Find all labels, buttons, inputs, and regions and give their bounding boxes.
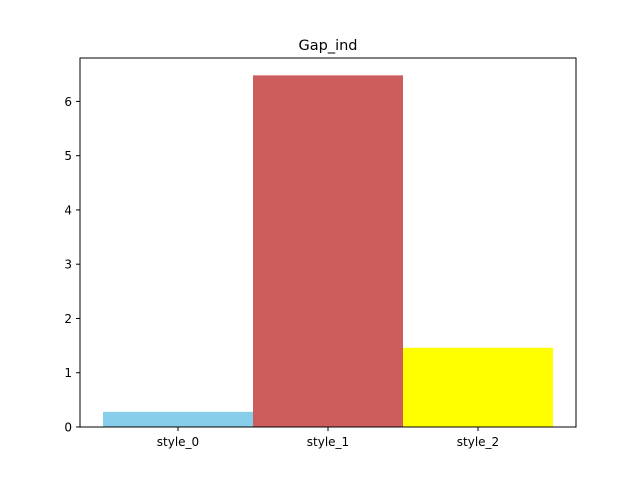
y-tick-label: 0 bbox=[64, 421, 72, 435]
y-axis: 0 1 2 3 4 5 6 bbox=[64, 95, 80, 435]
plot-frame bbox=[79, 57, 577, 428]
y-tick-label: 4 bbox=[64, 203, 72, 217]
y-tick-label: 3 bbox=[64, 258, 72, 272]
y-tick-label: 6 bbox=[64, 95, 72, 109]
y-tick-label: 5 bbox=[64, 149, 72, 163]
x-axis: style_0 style_1 style_2 bbox=[157, 427, 499, 449]
bar-style_0 bbox=[103, 411, 253, 427]
x-tick-label: style_1 bbox=[307, 435, 349, 449]
x-tick-label: style_2 bbox=[457, 435, 499, 449]
y-tick-label: 1 bbox=[64, 366, 72, 380]
bar-style_2 bbox=[403, 347, 553, 427]
x-tick-label: style_0 bbox=[157, 435, 199, 449]
chart-title: Gap_ind bbox=[299, 38, 358, 54]
y-tick-label: 2 bbox=[64, 312, 72, 326]
bars-layer bbox=[103, 75, 553, 427]
bar-style_1 bbox=[253, 75, 403, 427]
